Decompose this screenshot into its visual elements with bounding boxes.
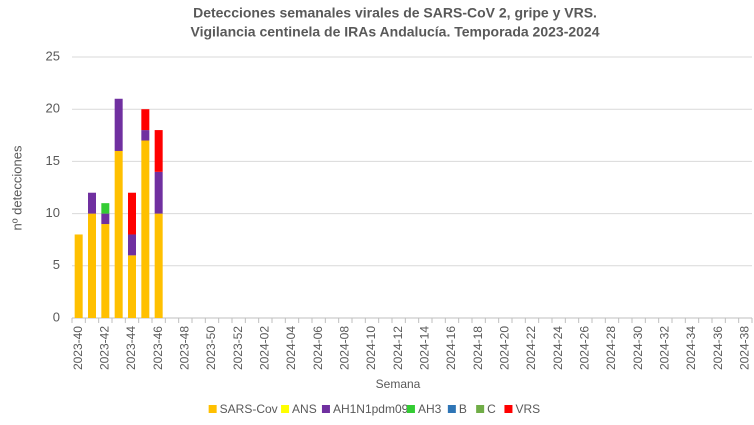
x-tick-label: 2023-42 bbox=[98, 326, 112, 370]
x-tick-label: 2024-36 bbox=[711, 326, 725, 370]
legend-swatch bbox=[447, 405, 456, 413]
legend-label: B bbox=[459, 402, 467, 416]
bar-segment bbox=[154, 130, 163, 172]
x-tick-label: 2024-38 bbox=[738, 326, 752, 370]
x-tick-label: 2024-10 bbox=[364, 326, 378, 370]
legend-label: AH1N1pdm09 bbox=[333, 402, 409, 416]
x-tick-label: 2024-12 bbox=[391, 326, 405, 370]
legend-label: SARS-Cov bbox=[220, 402, 278, 416]
bar-segment bbox=[74, 234, 83, 318]
legend-label: VRS bbox=[515, 402, 540, 416]
x-tick-label: 2023-48 bbox=[178, 326, 192, 370]
y-tick-label: 25 bbox=[46, 48, 60, 63]
legend-label: ANS bbox=[292, 402, 317, 416]
bar-segment bbox=[128, 234, 136, 256]
x-tick-label: 2024-30 bbox=[631, 326, 645, 370]
x-tick-label: 2023-50 bbox=[204, 326, 218, 370]
x-tick-label: 2023-52 bbox=[231, 326, 245, 370]
x-tick-label: 2024-34 bbox=[684, 326, 698, 370]
chart-title: Detecciones semanales virales de SARS-Co… bbox=[193, 5, 597, 21]
legend-swatch bbox=[406, 405, 415, 413]
x-tick-label: 2023-44 bbox=[124, 326, 138, 370]
bar-segment bbox=[101, 203, 110, 214]
bar-segment bbox=[128, 192, 136, 235]
x-tick-label: 2024-04 bbox=[284, 326, 298, 370]
bar-segment bbox=[141, 109, 150, 131]
bar-segment bbox=[101, 224, 110, 318]
bar-segment bbox=[154, 213, 163, 318]
bar-segment bbox=[101, 213, 110, 225]
y-tick-label: 0 bbox=[53, 309, 60, 324]
bar-segment bbox=[114, 98, 123, 151]
x-tick-label: 2024-02 bbox=[258, 326, 272, 370]
legend-swatch bbox=[476, 405, 485, 413]
legend-swatch bbox=[321, 405, 330, 413]
bar-segment bbox=[114, 150, 123, 318]
bar-segment bbox=[154, 171, 163, 214]
x-tick-label: 2023-46 bbox=[151, 326, 165, 370]
x-tick-label: 2024-08 bbox=[338, 326, 352, 370]
x-tick-label: 2024-20 bbox=[498, 326, 512, 370]
x-tick-label: 2024-16 bbox=[444, 326, 458, 370]
y-tick-label: 10 bbox=[46, 205, 60, 220]
legend-swatch bbox=[208, 405, 217, 413]
x-tick-label: 2024-26 bbox=[578, 326, 592, 370]
y-tick-label: 20 bbox=[46, 101, 60, 116]
legend-label: C bbox=[487, 402, 496, 416]
x-tick-label: 2024-22 bbox=[524, 326, 538, 370]
chart-title: Vigilancia centinela de IRAs Andalucía. … bbox=[190, 24, 599, 40]
y-axis-title: nº detecciones bbox=[9, 145, 24, 230]
bar-segment bbox=[88, 213, 96, 318]
y-tick-label: 5 bbox=[53, 257, 60, 272]
y-tick-label: 15 bbox=[46, 153, 60, 168]
bar-segment bbox=[88, 192, 96, 214]
bar-segment bbox=[128, 255, 136, 318]
x-tick-label: 2024-32 bbox=[658, 326, 672, 370]
bar-segment bbox=[141, 130, 150, 141]
bar-segment bbox=[141, 140, 150, 318]
x-tick-label: 2024-18 bbox=[471, 326, 485, 370]
x-tick-label: 2024-14 bbox=[418, 326, 432, 370]
legend-swatch bbox=[504, 405, 513, 413]
x-tick-label: 2023-40 bbox=[71, 326, 85, 370]
x-tick-label: 2024-06 bbox=[311, 326, 325, 370]
x-tick-label: 2024-24 bbox=[551, 326, 565, 370]
x-tick-label: 2024-28 bbox=[604, 326, 618, 370]
x-axis-title: Semana bbox=[376, 377, 421, 391]
legend-label: AH3 bbox=[418, 402, 442, 416]
legend-swatch bbox=[281, 405, 290, 413]
